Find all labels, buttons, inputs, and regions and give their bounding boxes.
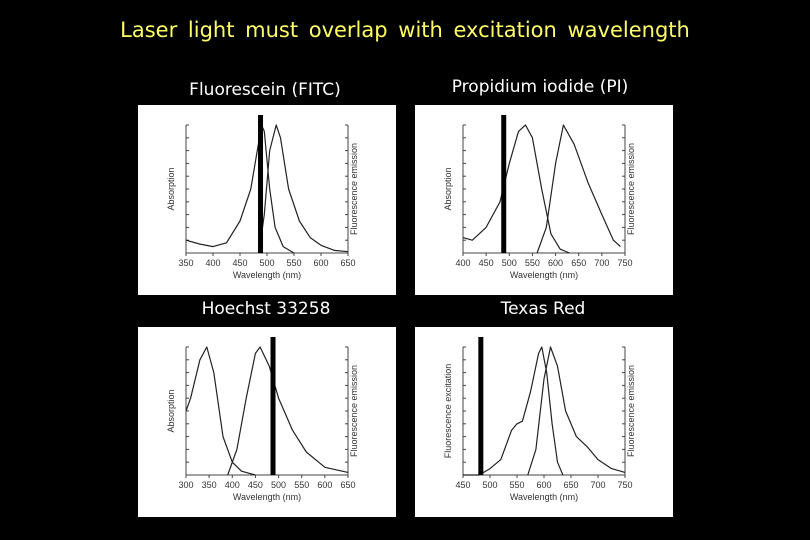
chart-svg: 400 450 500 550 600 650 700 750 Wavelength (nm) A… (443, 115, 636, 280)
laser-line-488nm (501, 115, 507, 253)
chart-texas-red: 450 500 550 600 650 700 750 Wavelength (nm) Fluo… (415, 327, 673, 517)
y-axis-label-left: Absorption (166, 389, 176, 432)
x-tick-label: 450 (479, 258, 494, 268)
x-axis-label: Wavelength (nm) (510, 270, 578, 280)
x-tick-label: 550 (525, 258, 540, 268)
x-tick-label: 400 (455, 258, 470, 268)
emission-curve (536, 124, 621, 254)
x-tick-label: 450 (232, 258, 247, 268)
x-axis-label: Wavelength (nm) (233, 492, 301, 502)
y-axis-label-right: Fluorescence emission (349, 143, 359, 235)
x-tick-label: 450 (455, 480, 470, 490)
x-tick-label: 700 (590, 480, 605, 490)
laser-line-488nm (258, 115, 264, 253)
excitation-curve (462, 124, 570, 254)
x-tick-label: 650 (340, 480, 355, 490)
excitation-curve (463, 346, 564, 476)
x-tick-label: 350 (178, 258, 193, 268)
x-tick-label: 650 (340, 258, 355, 268)
x-tick-label: 500 (502, 258, 517, 268)
excitation-curve (185, 346, 256, 476)
chart-svg: 300 350 400 450 500 550 600 650 Wavelength (nm) A… (166, 337, 359, 502)
laser-line-488nm (478, 337, 484, 475)
x-tick-label: 600 (536, 480, 551, 490)
y-axis-label-right: Fluorescence emission (626, 365, 636, 457)
slide-title: Laser light must overlap with excitation… (120, 18, 690, 42)
x-axis-label: Wavelength (nm) (233, 270, 301, 280)
chart-title-fitc: Fluorescein (FITC) (189, 80, 341, 100)
chart-title-hoechst: Hoechst 33258 (201, 299, 331, 319)
y-axis-label-left: Fluorescence excitation (443, 364, 453, 459)
chart-pi: 400 450 500 550 600 650 700 750 Wavelength (nm) A… (415, 105, 673, 295)
chart-svg: 450 500 550 600 650 700 750 Wavelength (nm) Fluo… (443, 337, 636, 502)
chart-hoechst: 300 350 400 450 500 550 600 650 Wavelength (nm) A… (138, 327, 396, 517)
x-tick-label: 550 (286, 258, 301, 268)
x-tick-label: 500 (482, 480, 497, 490)
emission-curve (527, 346, 626, 476)
chart-title-pi: Propidium iodide (PI) (451, 77, 629, 97)
x-axis-label: Wavelength (nm) (510, 492, 578, 502)
x-tick-label: 750 (617, 258, 632, 268)
x-tick-label: 750 (617, 480, 632, 490)
chart-fitc: 350 400 450 500 550 600 650 Wavelength (nm) Abso… (138, 105, 396, 295)
y-axis-label-left: Absorption (166, 167, 176, 210)
y-axis-label-right: Fluorescence emission (349, 365, 359, 457)
x-tick-label: 550 (509, 480, 524, 490)
x-tick-label: 650 (563, 480, 578, 490)
x-tick-label: 650 (571, 258, 586, 268)
x-tick-label: 450 (248, 480, 263, 490)
x-tick-label: 500 (259, 258, 274, 268)
x-tick-label: 550 (294, 480, 309, 490)
x-tick-label: 500 (271, 480, 286, 490)
x-tick-label: 600 (548, 258, 563, 268)
x-tick-label: 350 (202, 480, 217, 490)
chart-svg: 350 400 450 500 550 600 650 Wavelength (nm) Abso… (166, 115, 359, 280)
x-tick-label: 300 (178, 480, 193, 490)
chart-title-texas-red: Texas Red (500, 299, 586, 319)
laser-line-488nm (270, 337, 276, 475)
excitation-curve (185, 124, 295, 254)
x-tick-label: 400 (205, 258, 220, 268)
x-tick-label: 600 (313, 258, 328, 268)
emission-curve (258, 124, 349, 254)
y-axis-label-left: Absorption (443, 167, 453, 210)
x-tick-label: 700 (594, 258, 609, 268)
y-axis-label-right: Fluorescence emission (626, 143, 636, 235)
emission-curve (227, 346, 349, 476)
x-tick-label: 400 (225, 480, 240, 490)
x-tick-label: 600 (317, 480, 332, 490)
